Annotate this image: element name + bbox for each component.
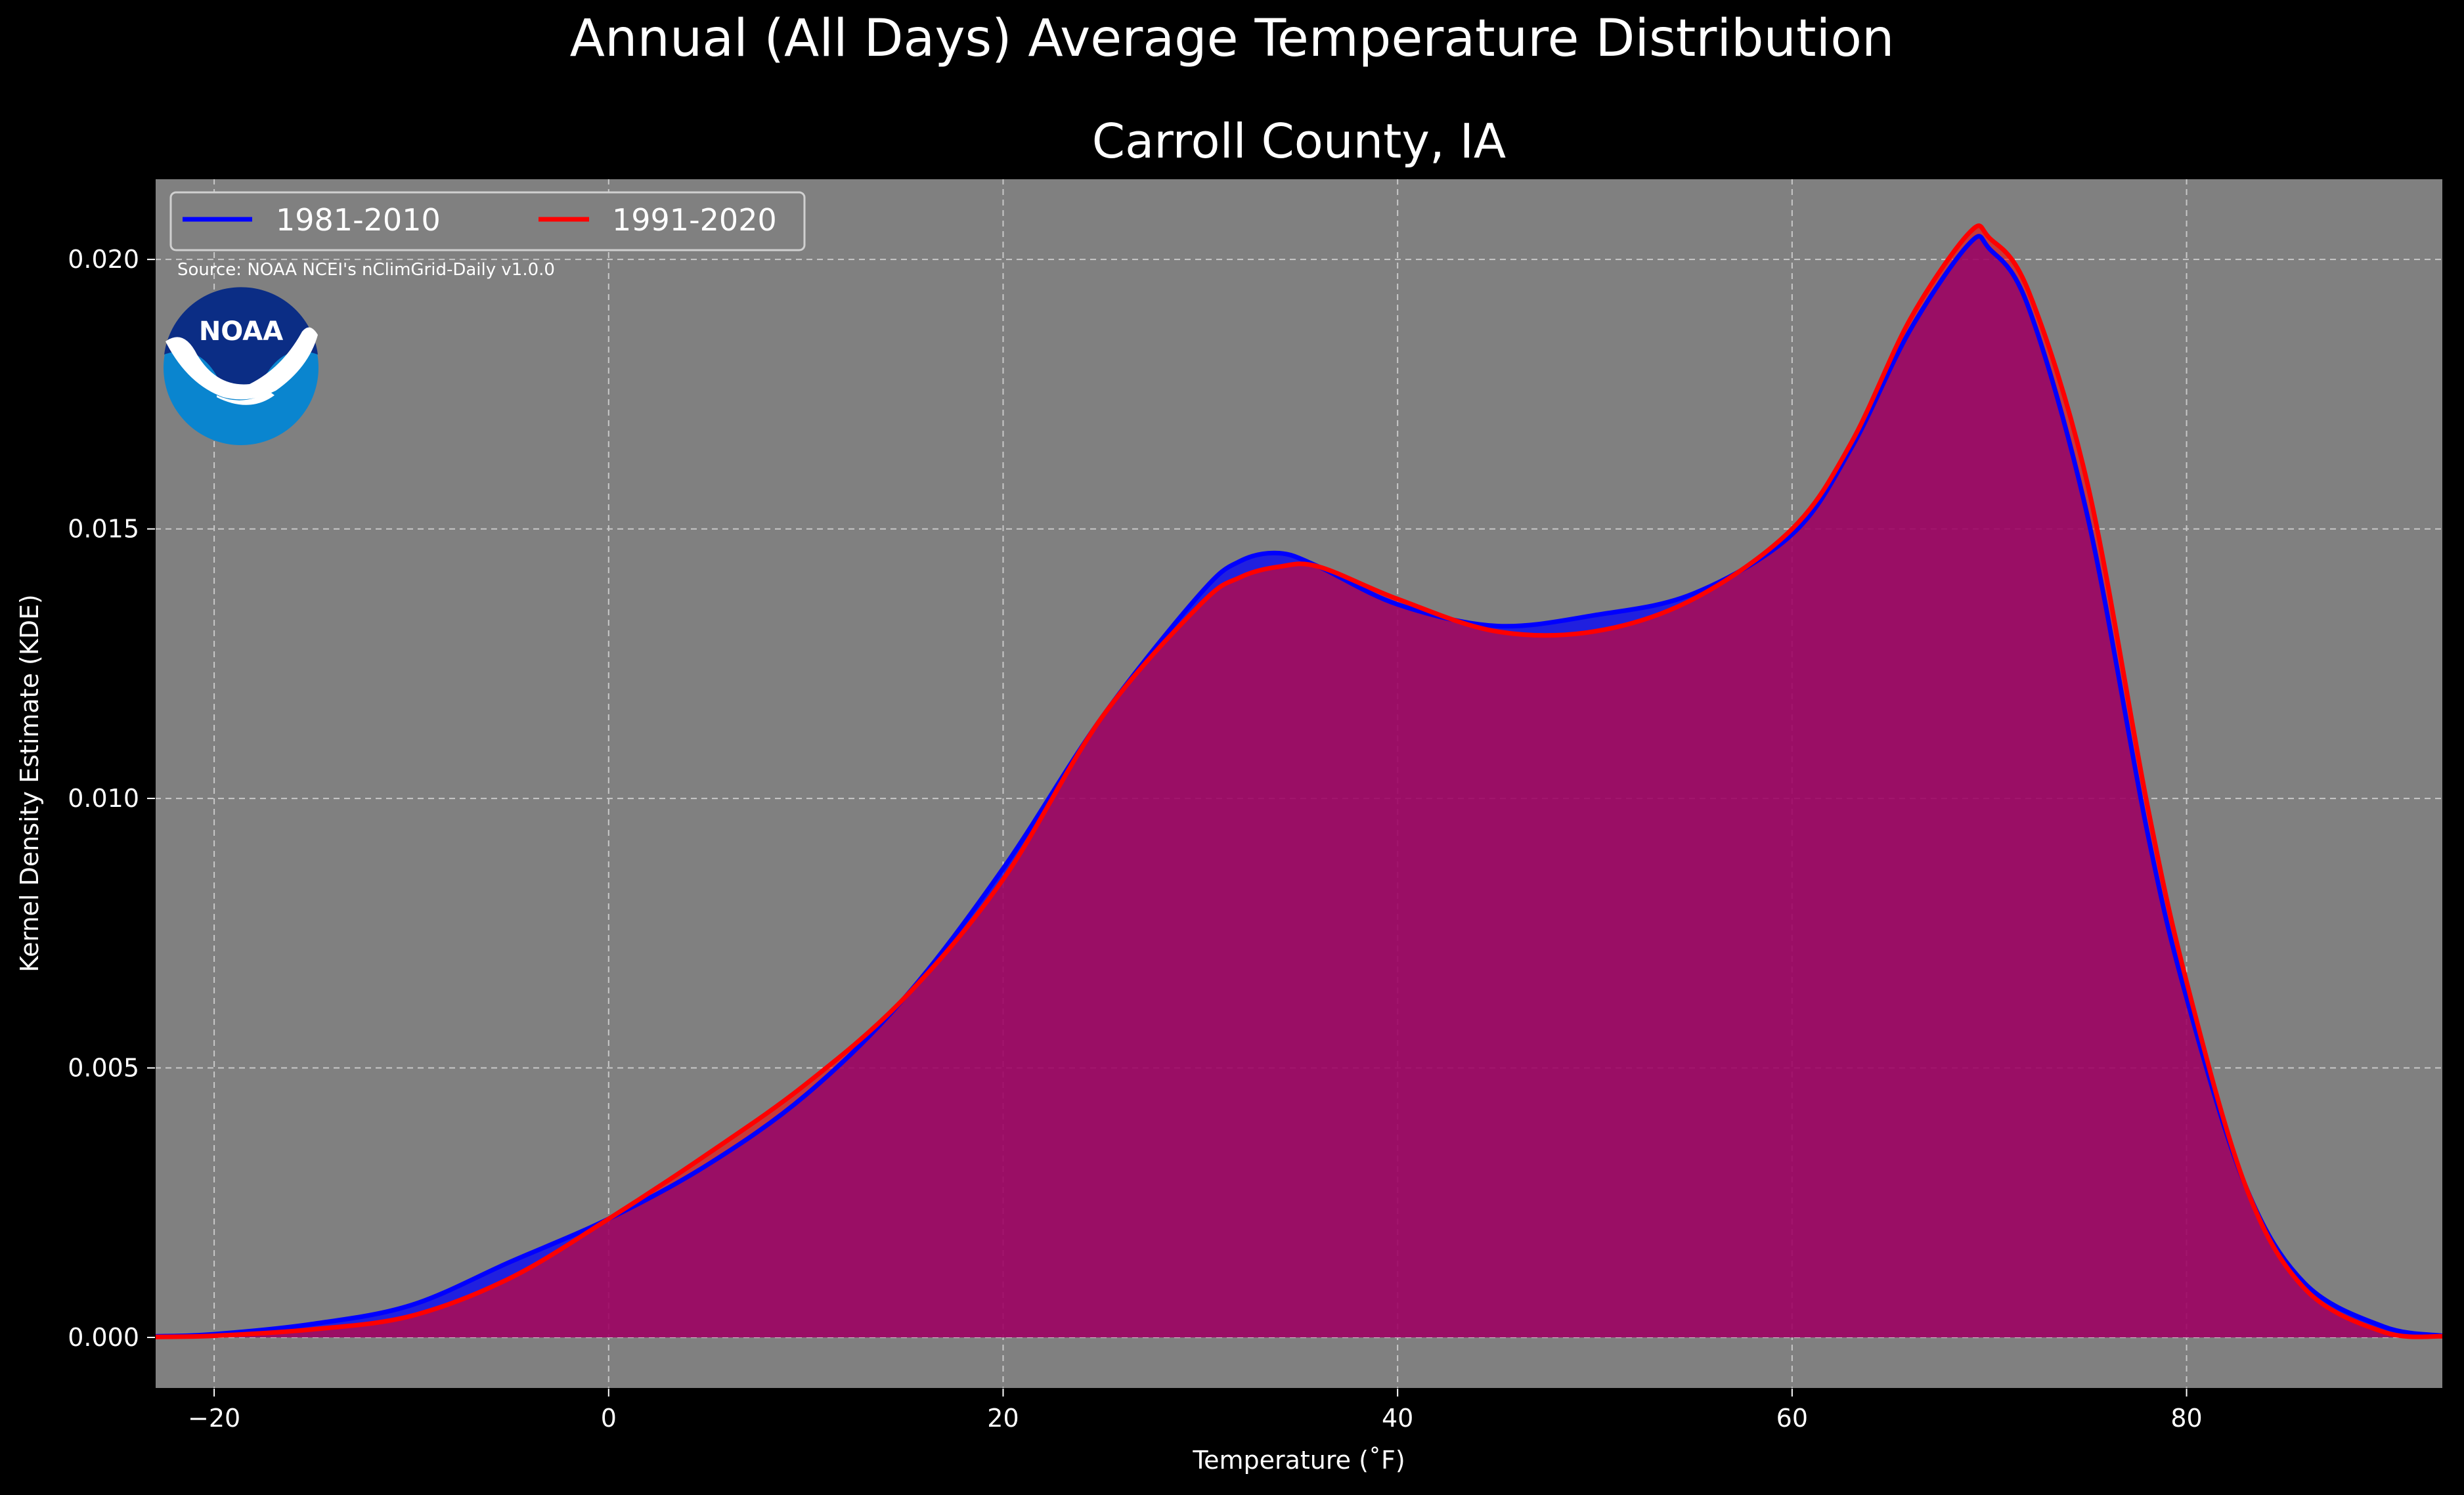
density-fills	[155, 225, 2443, 1338]
density-lines	[154, 223, 2444, 1339]
svg-text:NOAA: NOAA	[199, 316, 283, 347]
figure-title: Annual (All Days) Average Temperature Di…	[569, 9, 1895, 68]
x-tick-label: 60	[1776, 1404, 1808, 1433]
plot-frame	[154, 178, 2444, 1389]
y-tick-label: 0.010	[68, 784, 139, 813]
y-axis-label: Kernel Density Estimate (KDE)	[15, 594, 44, 972]
x-tick-label: −20	[188, 1404, 240, 1433]
legend: 1981-2010 1991-2020	[169, 191, 806, 251]
density-line-1991-2020	[154, 223, 2444, 1339]
y-tick-label: 0.000	[68, 1323, 139, 1352]
x-axis-label: Temperature (˚F)	[1192, 1446, 1405, 1475]
noaa-logo: NOAA	[164, 287, 319, 445]
chart-subtitle: Carroll County, IA	[1092, 114, 1506, 169]
x-tick-label: 40	[1382, 1404, 1413, 1433]
x-tick-label: 0	[601, 1404, 617, 1433]
y-axis-ticks: 0.000 0.005 0.010 0.015 0.020	[68, 245, 155, 1352]
legend-label-1991-2020: 1991-2020	[612, 202, 777, 238]
y-tick-label: 0.020	[68, 245, 139, 274]
legend-label-1981-2010: 1981-2010	[276, 202, 441, 238]
x-tick-label: 80	[2170, 1404, 2202, 1433]
y-tick-label: 0.015	[68, 515, 139, 544]
density-line-1981-2010	[154, 234, 2444, 1339]
x-tick-label: 20	[987, 1404, 1019, 1433]
legend-box	[169, 191, 806, 251]
y-tick-label: 0.005	[68, 1054, 139, 1083]
density-fill-1991-2020	[155, 225, 2443, 1338]
x-axis-ticks: −20 0 20 40 60 80	[188, 1389, 2203, 1433]
source-annotation: Source: NOAA NCEI's nClimGrid-Daily v1.0…	[177, 260, 555, 280]
